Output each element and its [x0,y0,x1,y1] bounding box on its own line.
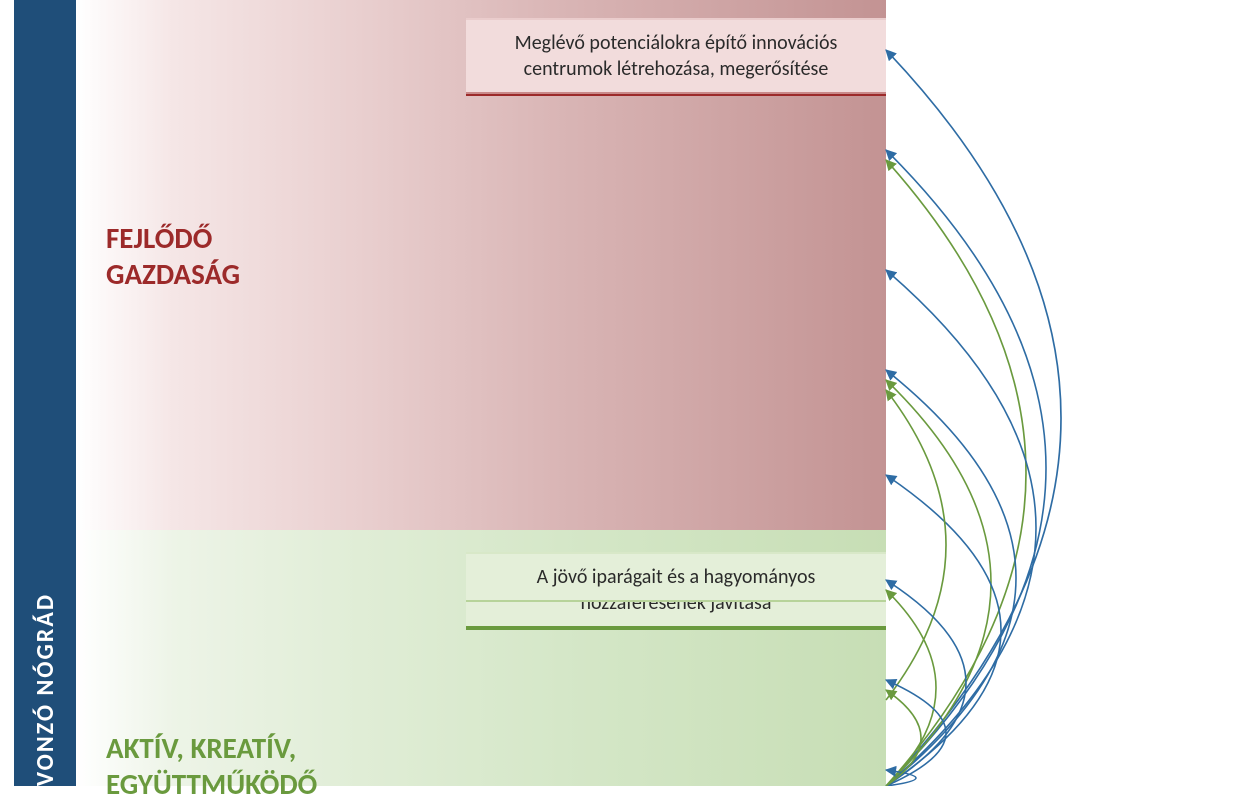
vertical-title-text: VONZÓ NÓGRÁD [31,583,60,786]
title-line: FEJLŐDŐ [106,220,212,256]
connector-arc [886,580,966,786]
connector-arc [886,160,1026,786]
diagram-canvas: VONZÓ NÓGRÁD FEJLŐDŐ GAZDASÁG KKV-k és n… [0,0,1252,786]
title-line: EGYÜTTMŰKÖDŐ [106,766,317,802]
title-line: GAZDASÁG [106,256,240,292]
connector-arc [886,150,1046,786]
connector-arc [886,770,916,786]
title-line: AKTÍV, KREATÍV, [106,730,296,766]
connector-arc [886,370,1016,786]
green-box-3: A jövő iparágait és a hagyományos [466,552,886,602]
connector-arc [886,680,946,786]
connector-arc [886,390,946,700]
section-title-red: FEJLŐDŐ GAZDASÁG [106,220,240,293]
connector-arc [886,380,991,786]
connector-arc [886,270,1036,786]
connector-arc [886,690,921,786]
red-box-5: Meglévő potenciálokra építő innovációs c… [466,18,886,94]
connector-arc [886,590,936,786]
section-title-green: AKTÍV, KREATÍV, EGYÜTTMŰKÖDŐ [106,730,317,803]
vertical-title-bar: VONZÓ NÓGRÁD [14,0,76,786]
connector-arc [886,475,1001,786]
connector-arc [886,50,1061,786]
